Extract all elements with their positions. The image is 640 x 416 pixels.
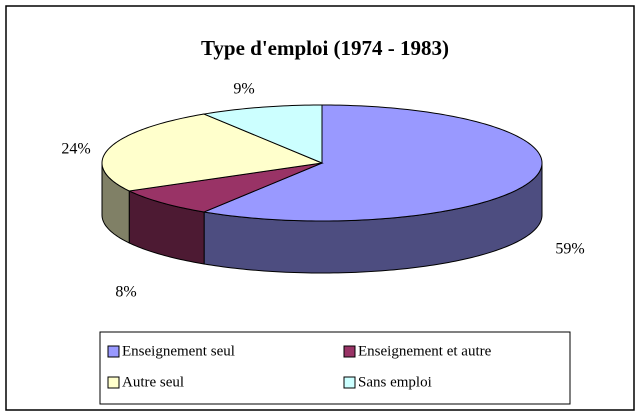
chart-title: Type d'emploi (1974 - 1983): [201, 36, 449, 60]
data-label: 59%: [555, 241, 584, 258]
slice: [202, 104, 543, 222]
slice: [127, 162, 323, 213]
data-label: 8%: [115, 284, 136, 301]
slice: [202, 104, 323, 164]
data-label: 24%: [61, 141, 90, 158]
legend-box: [99, 331, 571, 405]
data-label: 9%: [233, 81, 254, 98]
legend-label: Autre seul: [122, 374, 184, 390]
chart-border: [5, 5, 635, 411]
legend-label: Enseignement et autre: [358, 343, 492, 359]
legend-label: Enseignement seul: [122, 343, 235, 359]
legend-swatch: [343, 345, 356, 358]
slice: [101, 113, 324, 192]
legend-swatch: [107, 345, 120, 358]
legend-swatch: [343, 376, 356, 389]
legend-swatch: [107, 376, 120, 389]
legend-label: Sans emploi: [358, 374, 432, 390]
